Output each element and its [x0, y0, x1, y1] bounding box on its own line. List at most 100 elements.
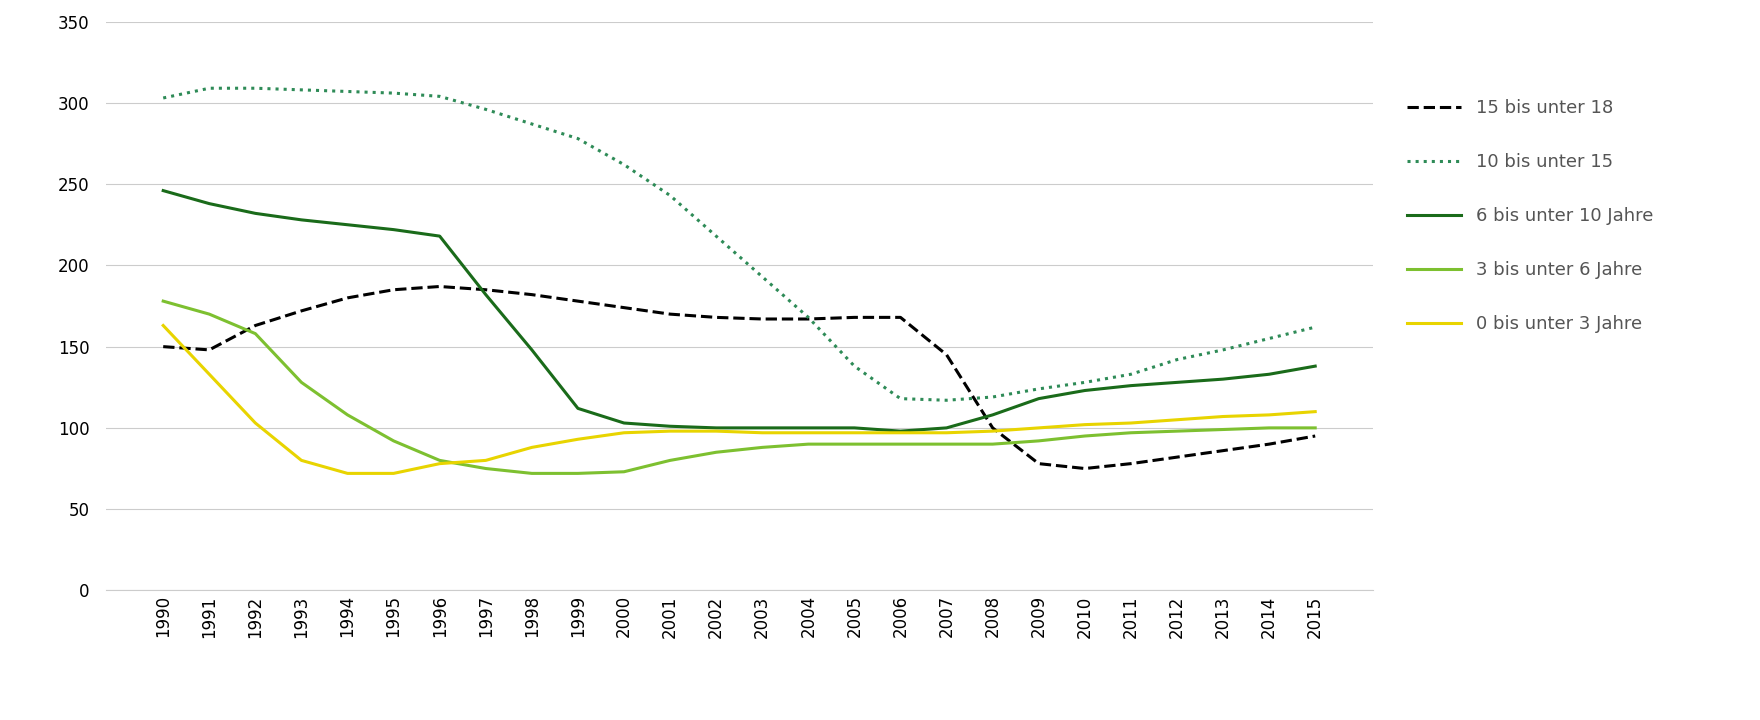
0 bis unter 3 Jahre	[1213, 412, 1234, 420]
0 bis unter 3 Jahre	[429, 459, 451, 468]
3 bis unter 6 Jahre	[1258, 423, 1280, 432]
3 bis unter 6 Jahre	[1213, 426, 1234, 434]
10 bis unter 15	[567, 135, 588, 143]
3 bis unter 6 Jahre	[1121, 428, 1142, 437]
6 bis unter 10 Jahre	[384, 225, 405, 234]
6 bis unter 10 Jahre	[475, 290, 496, 299]
10 bis unter 15	[429, 92, 451, 101]
10 bis unter 15	[199, 84, 220, 93]
6 bis unter 10 Jahre	[1121, 382, 1142, 390]
10 bis unter 15	[1121, 370, 1142, 379]
15 bis unter 18	[429, 282, 451, 291]
6 bis unter 10 Jahre	[936, 423, 957, 432]
3 bis unter 6 Jahre	[752, 443, 773, 451]
15 bis unter 18	[1258, 440, 1280, 449]
15 bis unter 18	[1167, 453, 1188, 462]
10 bis unter 15	[660, 192, 681, 200]
15 bis unter 18	[936, 351, 957, 359]
0 bis unter 3 Jahre	[982, 427, 1003, 436]
10 bis unter 15	[245, 84, 266, 93]
0 bis unter 3 Jahre	[1167, 415, 1188, 424]
3 bis unter 6 Jahre	[982, 440, 1003, 449]
6 bis unter 10 Jahre	[843, 423, 864, 432]
6 bis unter 10 Jahre	[245, 209, 266, 217]
6 bis unter 10 Jahre	[567, 404, 588, 413]
0 bis unter 3 Jahre	[797, 428, 818, 437]
0 bis unter 3 Jahre	[1304, 408, 1325, 416]
0 bis unter 3 Jahre	[891, 428, 912, 437]
3 bis unter 6 Jahre	[1304, 423, 1325, 432]
0 bis unter 3 Jahre	[752, 428, 773, 437]
15 bis unter 18	[982, 423, 1003, 432]
15 bis unter 18	[614, 303, 635, 312]
15 bis unter 18	[1304, 432, 1325, 441]
6 bis unter 10 Jahre	[797, 423, 818, 432]
10 bis unter 15	[521, 120, 542, 128]
15 bis unter 18	[336, 294, 357, 302]
0 bis unter 3 Jahre	[660, 427, 681, 436]
6 bis unter 10 Jahre	[1258, 370, 1280, 379]
0 bis unter 3 Jahre	[199, 370, 220, 379]
6 bis unter 10 Jahre	[752, 423, 773, 432]
3 bis unter 6 Jahre	[429, 456, 451, 464]
10 bis unter 15	[384, 89, 405, 97]
6 bis unter 10 Jahre	[1304, 362, 1325, 371]
10 bis unter 15	[1074, 378, 1095, 387]
6 bis unter 10 Jahre	[1074, 386, 1095, 395]
Line: 3 bis unter 6 Jahre: 3 bis unter 6 Jahre	[164, 301, 1315, 473]
6 bis unter 10 Jahre	[521, 346, 542, 354]
15 bis unter 18	[1028, 459, 1049, 468]
10 bis unter 15	[1258, 334, 1280, 343]
Legend: 15 bis unter 18, 10 bis unter 15, 6 bis unter 10 Jahre, 3 bis unter 6 Jahre, 0 b: 15 bis unter 18, 10 bis unter 15, 6 bis …	[1408, 99, 1653, 333]
6 bis unter 10 Jahre	[336, 220, 357, 229]
15 bis unter 18	[797, 315, 818, 323]
0 bis unter 3 Jahre	[245, 419, 266, 428]
3 bis unter 6 Jahre	[1074, 432, 1095, 441]
3 bis unter 6 Jahre	[199, 310, 220, 318]
10 bis unter 15	[1167, 355, 1188, 364]
0 bis unter 3 Jahre	[384, 469, 405, 477]
15 bis unter 18	[660, 310, 681, 318]
3 bis unter 6 Jahre	[797, 440, 818, 449]
15 bis unter 18	[567, 297, 588, 305]
3 bis unter 6 Jahre	[245, 329, 266, 338]
6 bis unter 10 Jahre	[1028, 395, 1049, 403]
Line: 6 bis unter 10 Jahre: 6 bis unter 10 Jahre	[164, 191, 1315, 431]
15 bis unter 18	[843, 313, 864, 322]
15 bis unter 18	[521, 290, 542, 299]
15 bis unter 18	[891, 313, 912, 322]
3 bis unter 6 Jahre	[521, 469, 542, 477]
6 bis unter 10 Jahre	[1213, 375, 1234, 384]
0 bis unter 3 Jahre	[936, 428, 957, 437]
0 bis unter 3 Jahre	[1121, 419, 1142, 428]
0 bis unter 3 Jahre	[706, 427, 727, 436]
6 bis unter 10 Jahre	[706, 423, 727, 432]
6 bis unter 10 Jahre	[982, 410, 1003, 419]
15 bis unter 18	[475, 285, 496, 294]
3 bis unter 6 Jahre	[706, 448, 727, 456]
10 bis unter 15	[706, 232, 727, 240]
3 bis unter 6 Jahre	[1028, 436, 1049, 445]
15 bis unter 18	[1121, 459, 1142, 468]
10 bis unter 15	[752, 272, 773, 281]
3 bis unter 6 Jahre	[336, 410, 357, 419]
10 bis unter 15	[891, 395, 912, 403]
15 bis unter 18	[245, 321, 266, 330]
6 bis unter 10 Jahre	[660, 422, 681, 431]
15 bis unter 18	[153, 342, 174, 351]
15 bis unter 18	[199, 346, 220, 354]
3 bis unter 6 Jahre	[843, 440, 864, 449]
10 bis unter 15	[1028, 384, 1049, 393]
0 bis unter 3 Jahre	[290, 456, 312, 464]
3 bis unter 6 Jahre	[1167, 427, 1188, 436]
0 bis unter 3 Jahre	[521, 443, 542, 451]
3 bis unter 6 Jahre	[384, 436, 405, 445]
Line: 0 bis unter 3 Jahre: 0 bis unter 3 Jahre	[164, 325, 1315, 473]
15 bis unter 18	[752, 315, 773, 323]
10 bis unter 15	[336, 87, 357, 96]
6 bis unter 10 Jahre	[891, 427, 912, 436]
6 bis unter 10 Jahre	[199, 199, 220, 208]
6 bis unter 10 Jahre	[153, 186, 174, 195]
10 bis unter 15	[614, 161, 635, 169]
3 bis unter 6 Jahre	[891, 440, 912, 449]
